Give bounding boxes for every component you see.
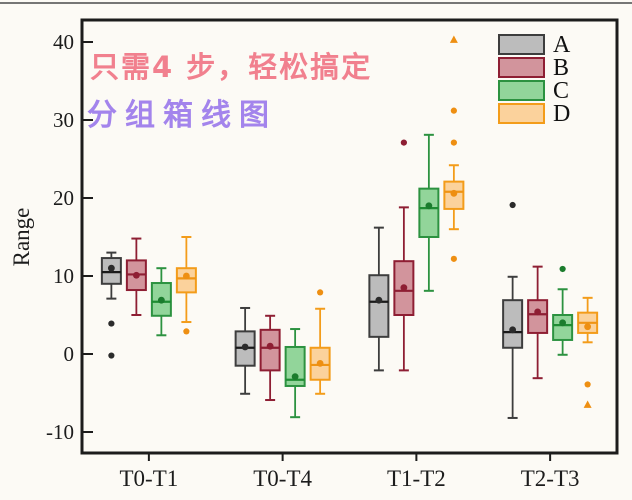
mean-dot (534, 308, 542, 316)
x-category-label: T1-T2 (387, 466, 446, 491)
outlier-dot (108, 352, 115, 359)
annotation-line-2: 分组箱线图 (87, 98, 277, 133)
box-b-t0-t1 (125, 237, 147, 316)
box-c-t0-t4 (284, 328, 306, 419)
legend-label-c: C (553, 77, 570, 104)
x-category-label: T2-T3 (521, 466, 580, 491)
y-tick-label: 40 (53, 30, 74, 54)
mean-dot (425, 202, 433, 210)
outlier-dot (509, 201, 516, 209)
x-category-label: T0-T1 (119, 466, 178, 491)
iqr-box (502, 299, 524, 349)
box-a-t0-t4 (234, 306, 256, 395)
iqr-box (552, 314, 574, 341)
y-axis-title: Range (9, 207, 34, 267)
legend-item-d: D (498, 100, 571, 127)
legend-label-a: A (553, 31, 571, 58)
y-tick-label: -10 (46, 420, 74, 444)
legend-item-b: B (498, 54, 570, 81)
outlier-dot (450, 255, 457, 262)
plot-frame (80, 18, 619, 455)
legend-swatch-b (498, 57, 545, 78)
box-d-t1-t2 (443, 35, 465, 262)
mean-dot (400, 284, 408, 292)
x-category-label: T0-T4 (253, 466, 312, 491)
mean-dot (157, 296, 165, 304)
outlier-dot (400, 139, 407, 146)
outlier-triangle (583, 400, 592, 408)
box-b-t2-t3 (527, 265, 549, 380)
box-c-t0-t1 (150, 267, 172, 337)
legend-label-b: B (553, 54, 570, 81)
outlier-triangle (449, 35, 458, 43)
outlier-dot (108, 320, 115, 327)
mean-dot (316, 359, 324, 367)
iqr-box (527, 299, 549, 334)
legend-swatch-c (498, 80, 545, 101)
legend-item-c: C (498, 77, 570, 104)
iqr-box (175, 267, 197, 294)
legend-label-d: D (553, 100, 571, 127)
mean-dot (182, 272, 190, 280)
mean-dot (132, 271, 140, 279)
box-b-t0-t4 (259, 314, 281, 402)
mean-dot (509, 326, 517, 334)
y-tick-label: 30 (53, 108, 74, 132)
iqr-box (259, 328, 281, 372)
mean-dot (291, 373, 299, 381)
outlier-dot (450, 107, 457, 114)
iqr-box (418, 187, 440, 238)
iqr-box (284, 345, 306, 387)
outlier-dot (183, 328, 190, 335)
annotation-line-1: 只需4 步，轻松搞定 (90, 50, 373, 84)
mean-dot (107, 264, 115, 272)
box-b-t1-t2 (393, 139, 415, 372)
box-a-t0-t1 (100, 251, 122, 359)
box-c-t1-t2 (418, 133, 440, 292)
box-d-t0-t4 (309, 289, 331, 395)
y-tick-label: 20 (53, 186, 74, 210)
outlier-dot (559, 265, 566, 273)
legend-item-a: A (498, 31, 571, 58)
mean-dot (450, 189, 458, 197)
legend: A B C D (498, 31, 571, 127)
box-d-t0-t1 (175, 236, 197, 335)
top-border-line (0, 2, 632, 4)
box-a-t2-t3 (502, 201, 524, 419)
legend-swatch-d (498, 103, 545, 124)
legend-swatch-a (498, 34, 545, 55)
mean-dot (559, 319, 567, 327)
mean-dot (375, 296, 383, 304)
mean-dot (584, 323, 592, 331)
mean-dot (241, 343, 249, 351)
box-a-t1-t2 (368, 226, 390, 372)
box-d-t2-t3 (577, 296, 599, 408)
y-tick-label: 10 (53, 264, 74, 288)
outlier-dot (584, 381, 591, 388)
outlier-dot (450, 139, 457, 146)
y-tick-label: 0 (64, 342, 75, 366)
iqr-box (368, 274, 390, 338)
box-c-t2-t3 (552, 265, 574, 356)
outlier-dot (317, 289, 324, 296)
mean-dot (266, 342, 274, 350)
